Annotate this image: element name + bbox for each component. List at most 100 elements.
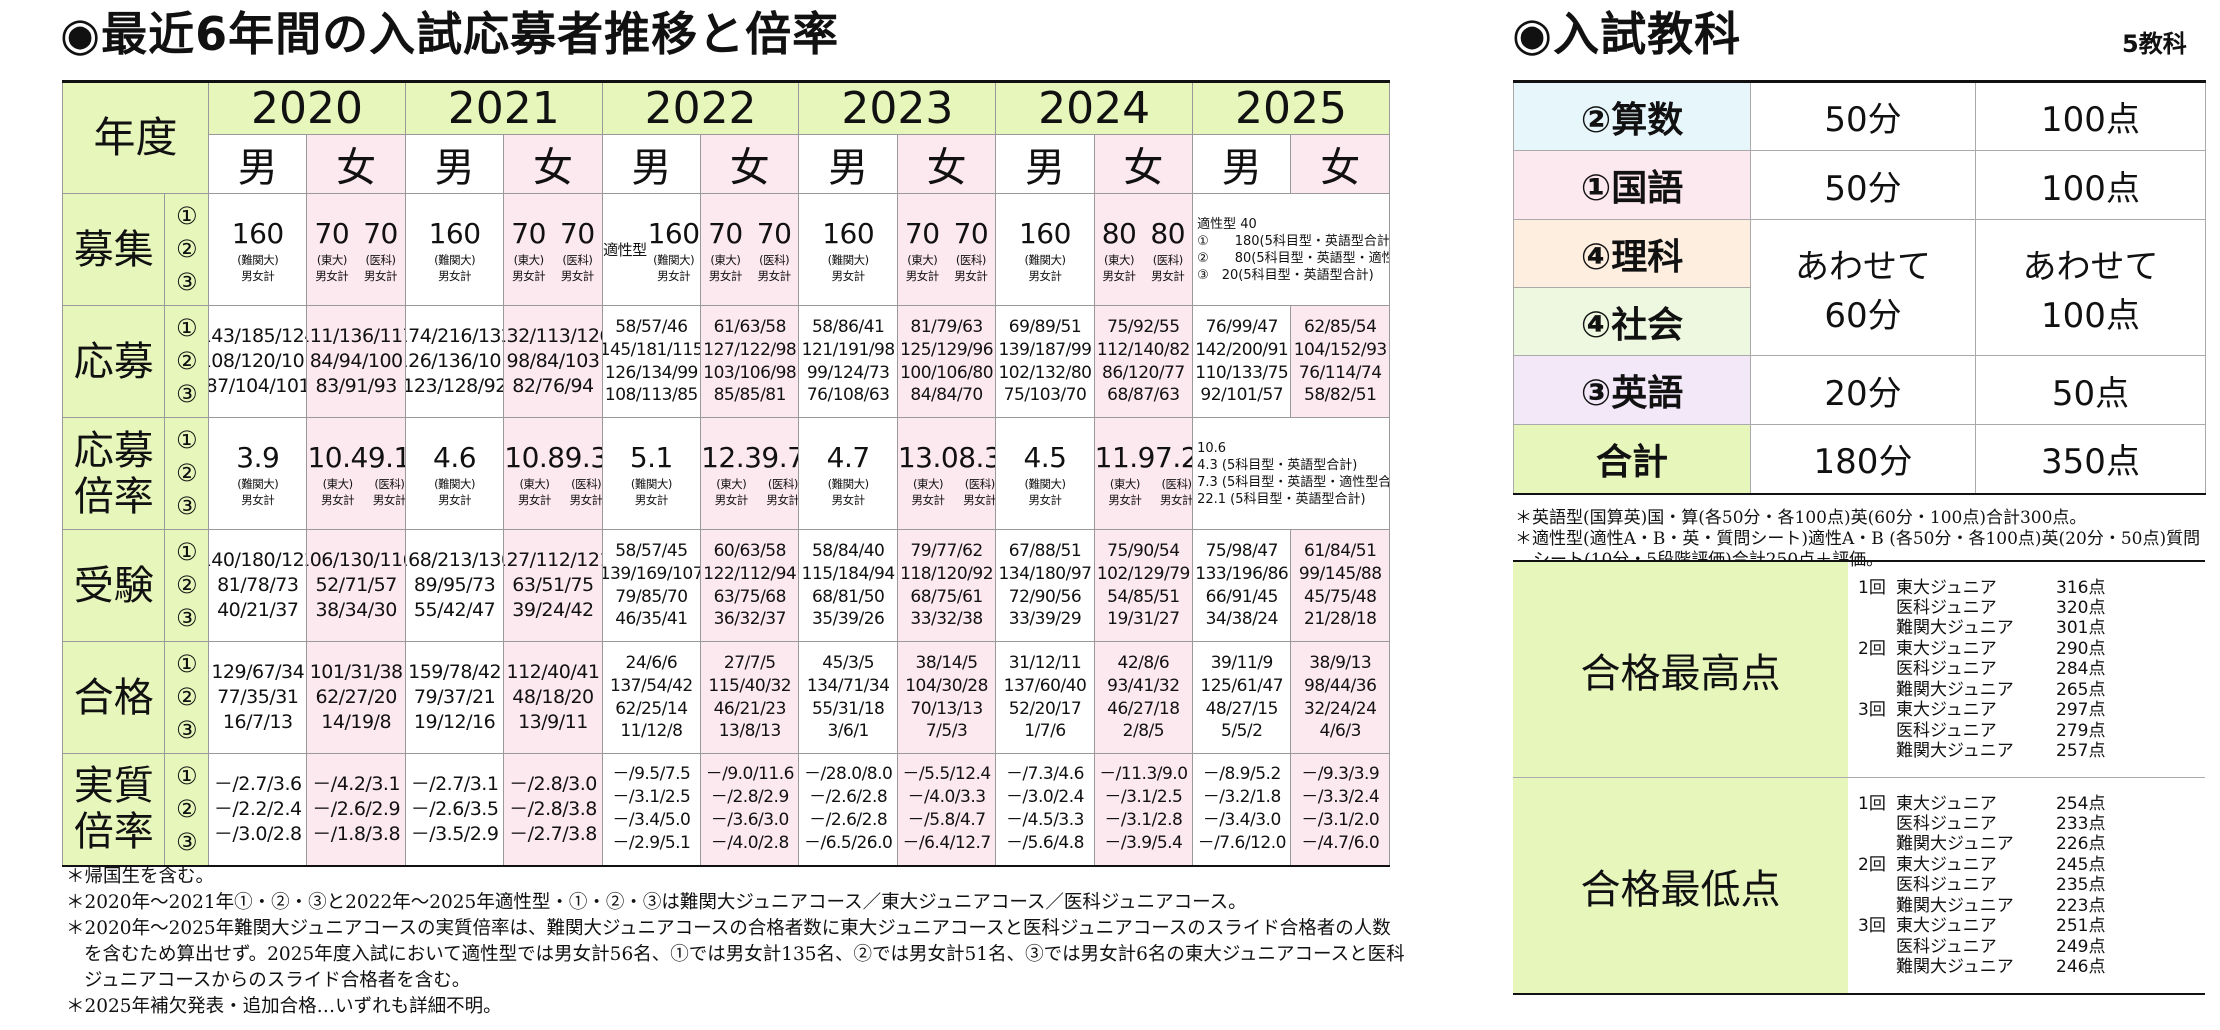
cell-line: 84/94/100 [309,350,403,373]
rate-value: 7.2 [1155,440,1192,474]
cell-line: 134/180/97 [998,563,1092,584]
value-cell: －/9.3/3.9 －/3.3/2.4 －/3.1/2.0 －/4.7/6.0 [1290,753,1390,866]
score-course: 難関大ジュニア [1896,834,2014,855]
recruit-male: 160 (難関大) 男女計 [406,216,502,284]
value-cell: －/7.3/4.6 －/3.0/2.4 －/4.5/3.3 －/5.6/4.8 [995,753,1095,866]
value-cell: 160 (難関大) 男女計 [208,193,308,306]
index-mark: ③ [176,827,198,856]
cell-line: 63/51/75 [512,574,594,597]
rate-value: 4.7 [826,440,871,474]
recruit-2025: 適性型 40① 180(5科目型・英語型合計)② 80(5科目型・英語型・適性型… [1194,216,1388,284]
score-course: 医科ジュニア [1896,814,1997,835]
score-value: 251点 [2056,916,2106,937]
cell-line: 122/112/94 [703,563,797,584]
cell-line: 33/39/29 [1008,609,1082,630]
max-score-label: 合格最高点 [1513,561,1848,778]
value-cell: 58/84/40 115/184/94 68/81/50 35/39/26 [798,529,898,642]
cell-line: －/2.7/3.6 [213,773,302,796]
index-mark: ③ [176,268,198,296]
value-cell: 10.6 4.3 (5科目型・英語型合計) 7.3 (5科目型・英語型・適性型合計)… [1192,417,1390,530]
recruit-value: 70 [363,216,398,250]
recruit-item: 70 (医科) 男女計 [560,216,595,284]
cell-line: 79/37/21 [413,686,496,709]
recruit-value: 70 [560,216,595,250]
total-label: 男女計 [438,492,472,507]
cell-values: 58/84/40 115/184/94 68/81/50 35/39/26 [800,540,896,632]
cell-values: 61/63/58 127/122/98 103/106/98 85/85/81 [702,316,798,408]
cell-line: 123/128/92 [405,374,504,397]
cell-line: 48/18/20 [512,686,594,709]
cell-line: 4/6/3 [1319,721,1362,742]
score-row: 1回 東大ジュニア 254点 [1858,794,2205,814]
cell-line: 140/180/122 [210,549,306,572]
value-cell: 58/86/41 121/191/98 99/124/73 76/108/63 [798,305,898,418]
cell-line: －/2.8/2.9 [710,787,790,808]
cell-values: 101/31/38 62/27/20 14/19/8 [308,660,404,734]
cell-line: 31/12/11 [1008,652,1082,673]
cell-line: 79/85/70 [615,586,688,607]
value-cell: －/5.5/12.4 －/4.0/3.3 －/5.8/4.7 －/6.4/12.7 [896,753,997,866]
cell-line: 87/104/101 [208,374,307,397]
sex-male: 男 [208,134,308,194]
total-label: 男女計 [634,492,669,507]
cell-values: －/9.0/11.6 －/2.8/2.9 －/3.6/3.0 －/4.0/2.8 [702,763,798,855]
cell-line: 81/79/63 [910,316,983,337]
rate-value: 9.3 [564,440,602,474]
index-mark: ① [176,538,198,566]
rate-item: 5.1 (難関大) 男女計 [630,440,674,508]
cell-line: 58/84/40 [811,540,885,561]
year-header: 2024 [995,81,1194,135]
score-row: 1回 東大ジュニア 316点 [1858,578,2205,598]
cell-line: 101/31/38 [309,661,403,684]
score-course: 東大ジュニア [1896,854,1997,875]
score-value: 320点 [2056,598,2106,619]
course-label: (医科) [374,476,405,491]
cell-line: 142/200/91 [1195,339,1289,360]
index-mark: ② [176,347,198,375]
cell-values: 75/90/54 102/129/79 54/85/51 19/31/27 [1095,540,1191,632]
sex-female: 女 [896,134,997,194]
value-cell: 61/84/51 99/145/88 45/75/48 21/28/18 [1290,529,1390,642]
recruit-value: 160 [428,216,481,250]
score-value: 245点 [2056,854,2106,875]
recruit-item: 70 (東大) 男女計 [905,216,940,284]
score-row: 医科ジュニア 284点 [1858,659,2205,679]
cell-line: 108/113/85 [604,385,698,406]
cell-line: －/9.3/3.9 [1301,764,1380,785]
total-label: 男女計 [831,268,866,283]
total-label: 男女計 [757,268,792,283]
recruit-item: 80 (医科) 男女計 [1150,216,1185,284]
min-score-label: 合格最低点 [1513,777,1848,995]
cell-line: 21/28/18 [1304,609,1377,630]
cell-line: 38/9/13 [1309,652,1372,673]
score-course: 東大ジュニア [1896,700,1997,721]
total-label: 男女計 [438,268,472,283]
value-cell: 58/57/46 145/181/115 126/134/99 108/113/85 [601,305,702,418]
cell-line: 61/84/51 [1304,540,1377,561]
recruit-female: 70 (東大) 男女計 70 (医科) 男女計 [308,216,404,284]
recruit-item: 160 (難関大) 男女計 [429,216,481,284]
score-value: 265点 [2056,679,2106,700]
cell-line: －/11.3/9.0 [1099,764,1188,785]
cell-line: 58/82/51 [1304,385,1377,406]
sex-female: 女 [700,134,800,194]
cell-line: 75/92/55 [1107,316,1180,337]
rate-value: 4.6 [433,440,477,474]
value-cell: 70 (東大) 男女計 70 (医科) 男女計 [306,193,406,306]
cell-line: 102/132/80 [998,362,1092,383]
cell-line: 68/75/61 [910,586,983,607]
score-round: 1回 [1858,793,1886,814]
course-label: (難関大) [1024,476,1066,491]
recruit-value: 160 [822,216,875,250]
index-mark: ① [176,761,198,790]
cell-line: 13/9/11 [518,710,588,733]
value-cell: 160 (難関大) 男女計 [404,193,505,306]
score-round [1858,598,1896,618]
cell-line: 14/19/8 [321,710,392,733]
total-label: 男女計 [321,492,355,507]
history-footnotes: ＊帰国生を含む。 ＊2020年～2021年①・②・③と2022年～2025年適性型… [66,864,1406,1020]
value-cell: －/2.8/3.0 －/2.8/3.8 －/2.7/3.8 [503,753,603,866]
